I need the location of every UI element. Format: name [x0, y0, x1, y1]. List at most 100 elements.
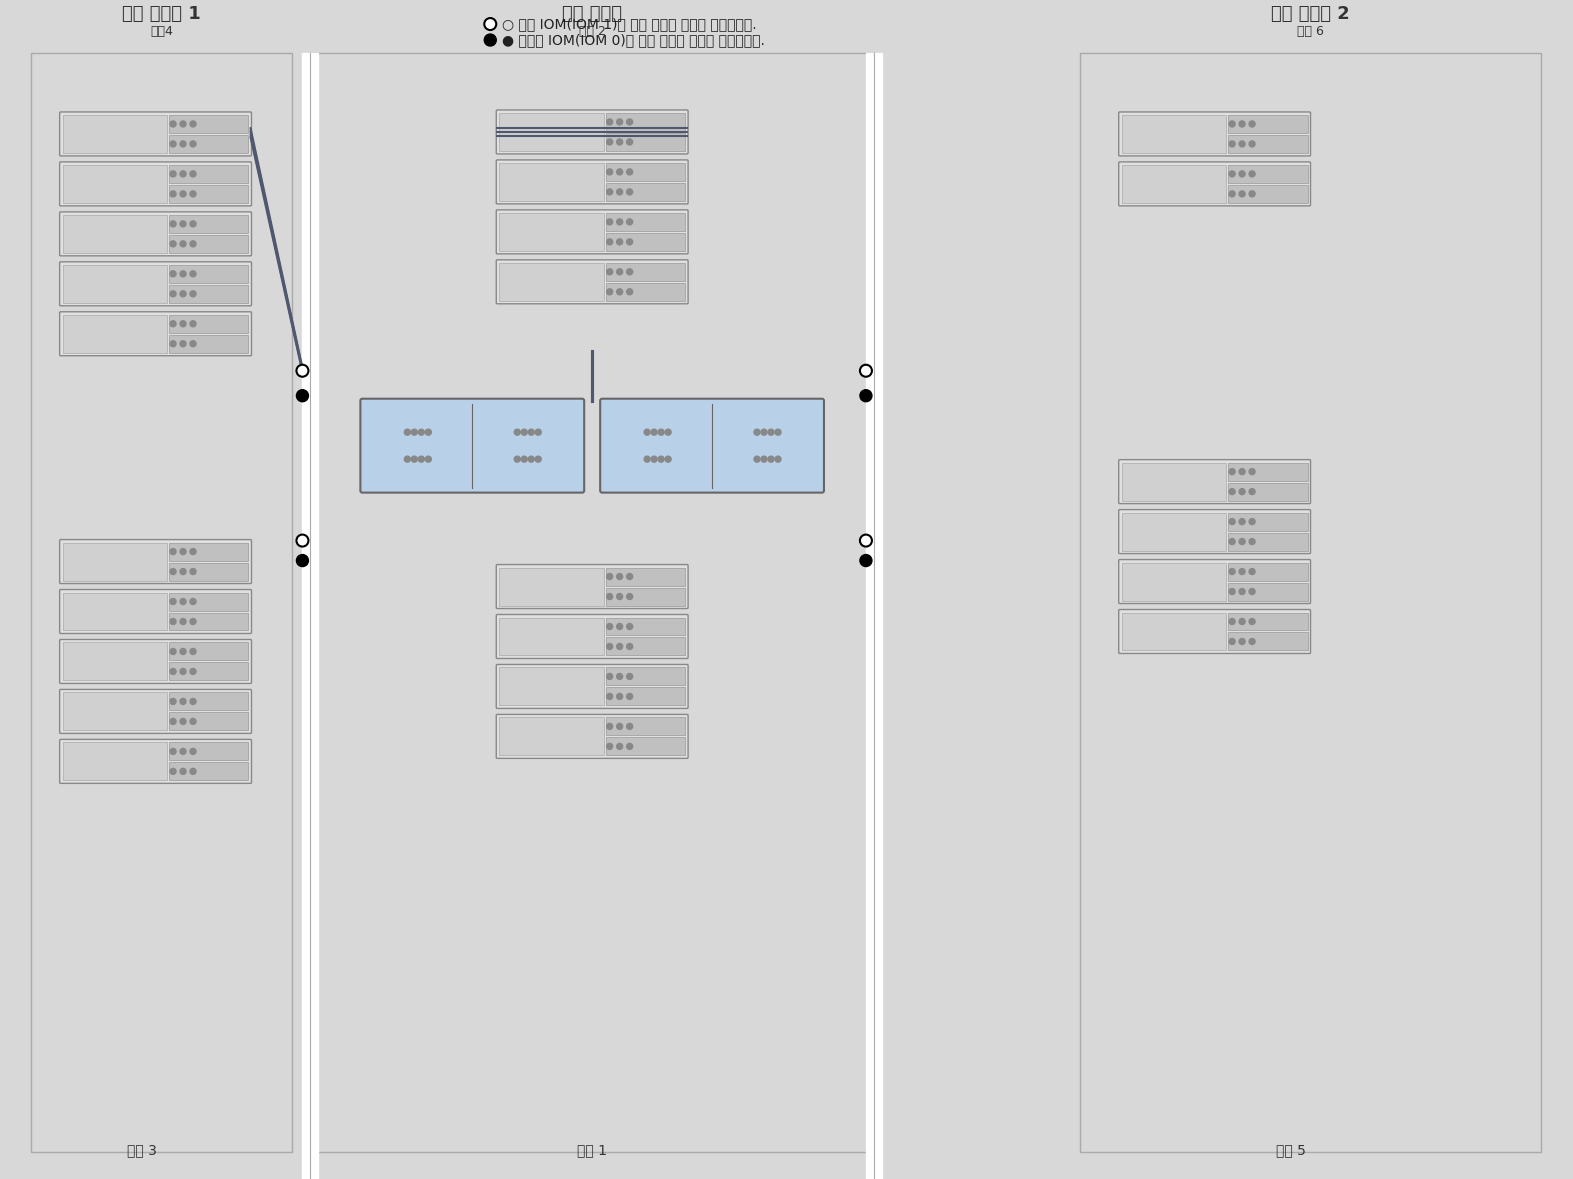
Circle shape — [179, 599, 186, 605]
Circle shape — [1240, 519, 1246, 525]
FancyBboxPatch shape — [60, 639, 252, 684]
Circle shape — [190, 568, 197, 574]
Circle shape — [658, 456, 664, 462]
Circle shape — [170, 141, 176, 147]
FancyBboxPatch shape — [495, 210, 687, 253]
Circle shape — [190, 271, 197, 277]
Circle shape — [170, 568, 176, 574]
Circle shape — [1249, 539, 1255, 545]
Circle shape — [860, 554, 871, 567]
Circle shape — [190, 548, 197, 554]
Bar — [499, 717, 604, 756]
Bar — [168, 185, 249, 203]
Bar — [168, 643, 249, 660]
Circle shape — [179, 718, 186, 724]
Circle shape — [617, 593, 623, 599]
Bar — [606, 618, 686, 635]
Text: 확장 케비닛 1: 확장 케비닛 1 — [123, 5, 201, 24]
FancyBboxPatch shape — [495, 665, 687, 709]
Circle shape — [170, 171, 176, 177]
Circle shape — [296, 554, 308, 567]
Circle shape — [1249, 191, 1255, 197]
Circle shape — [607, 139, 612, 145]
Circle shape — [190, 749, 197, 755]
Circle shape — [626, 119, 632, 125]
Bar — [606, 232, 686, 251]
Circle shape — [607, 724, 612, 730]
Circle shape — [170, 769, 176, 775]
Bar — [63, 692, 167, 731]
Bar — [1229, 582, 1307, 600]
Circle shape — [607, 644, 612, 650]
Bar — [606, 687, 686, 705]
FancyBboxPatch shape — [1118, 112, 1310, 156]
Bar — [63, 265, 167, 303]
Bar — [1122, 513, 1225, 551]
Circle shape — [626, 189, 632, 195]
Bar — [1229, 462, 1307, 481]
Bar — [499, 163, 604, 200]
Circle shape — [617, 239, 623, 245]
Bar — [63, 215, 167, 252]
Text: 체인 2: 체인 2 — [579, 25, 606, 38]
Bar — [606, 133, 686, 151]
Bar — [499, 113, 604, 151]
Circle shape — [170, 271, 176, 277]
Circle shape — [296, 534, 308, 547]
Bar — [1122, 462, 1225, 501]
Circle shape — [607, 219, 612, 225]
Circle shape — [1229, 639, 1235, 645]
FancyBboxPatch shape — [495, 259, 687, 304]
Circle shape — [1249, 639, 1255, 645]
FancyBboxPatch shape — [495, 110, 687, 154]
Circle shape — [1249, 468, 1255, 475]
Text: 체인 6: 체인 6 — [1298, 25, 1324, 38]
Circle shape — [296, 390, 308, 402]
Bar — [1229, 533, 1307, 551]
Bar — [168, 215, 249, 232]
Circle shape — [1240, 488, 1246, 495]
Bar — [168, 116, 249, 133]
Bar — [168, 763, 249, 780]
Circle shape — [179, 769, 186, 775]
Circle shape — [626, 139, 632, 145]
Bar — [606, 667, 686, 685]
Circle shape — [626, 744, 632, 750]
Bar — [1229, 165, 1307, 183]
Circle shape — [179, 171, 186, 177]
Bar — [1122, 116, 1225, 153]
Circle shape — [617, 744, 623, 750]
Bar — [606, 213, 686, 231]
Bar — [1229, 185, 1307, 203]
Circle shape — [1240, 588, 1246, 594]
Circle shape — [607, 744, 612, 750]
Bar — [1229, 482, 1307, 501]
Circle shape — [626, 169, 632, 174]
Circle shape — [170, 121, 176, 127]
Circle shape — [768, 429, 774, 435]
FancyBboxPatch shape — [60, 690, 252, 733]
Circle shape — [607, 673, 612, 679]
Bar — [1229, 513, 1307, 531]
FancyBboxPatch shape — [1118, 162, 1310, 206]
FancyBboxPatch shape — [60, 590, 252, 633]
Bar — [168, 335, 249, 353]
Circle shape — [190, 121, 197, 127]
Circle shape — [626, 593, 632, 599]
Circle shape — [607, 269, 612, 275]
Circle shape — [626, 573, 632, 580]
Circle shape — [617, 624, 623, 630]
FancyBboxPatch shape — [1118, 560, 1310, 604]
Circle shape — [607, 289, 612, 295]
Bar — [606, 638, 686, 656]
Circle shape — [535, 456, 541, 462]
Circle shape — [617, 693, 623, 699]
Circle shape — [179, 191, 186, 197]
Circle shape — [170, 648, 176, 654]
Bar — [1229, 134, 1307, 153]
FancyBboxPatch shape — [60, 162, 252, 206]
Circle shape — [1229, 619, 1235, 625]
Circle shape — [607, 693, 612, 699]
Circle shape — [607, 119, 612, 125]
Circle shape — [170, 548, 176, 554]
